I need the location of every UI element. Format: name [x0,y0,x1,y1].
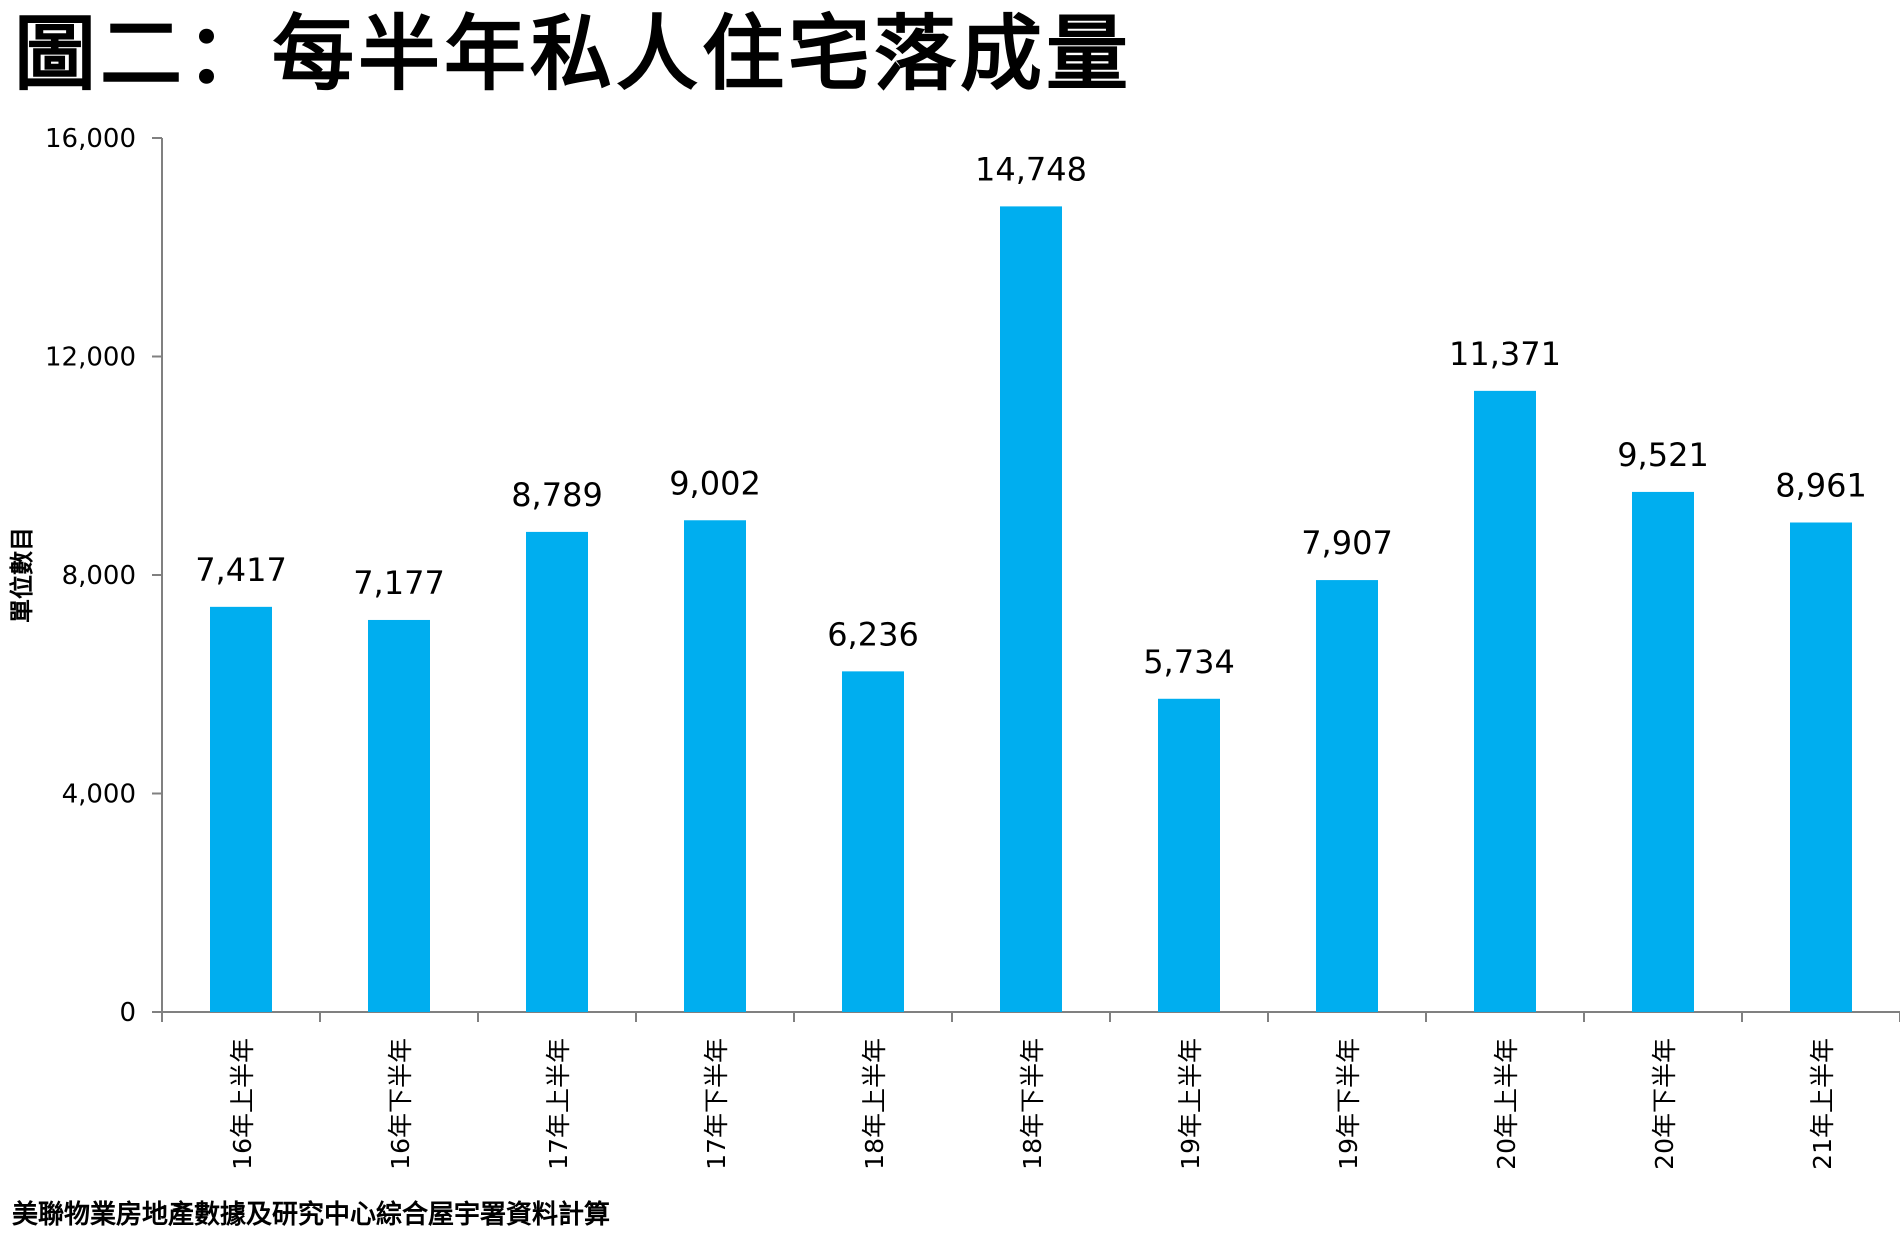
data-label: 8,789 [511,476,603,514]
x-tick-label: 17年上半年 [544,1038,573,1170]
value-labels: 7,417 7,177 8,789 9,002 6,236 14,748 5,734 7,90… [195,150,1867,680]
bar [842,671,904,1012]
data-label: 14,748 [975,150,1087,188]
y-axis-ticks: 16,000 12,000 8,000 4,000 0 [45,124,162,1028]
bar [1474,390,1536,1012]
x-tick-label: 21年上半年 [1808,1038,1837,1170]
chart-title: 圖二：每半年私人住宅落成量 [14,7,1133,102]
data-label: 7,177 [353,564,445,602]
data-label: 9,002 [669,464,761,502]
data-label: 8,961 [1775,467,1867,505]
x-axis-labels: 16年上半年 16年下半年 17年上半年 17年下半年 18年上半年 18年下半年 19年上… [228,1038,1837,1170]
data-label: 9,521 [1617,436,1709,474]
data-label: 7,907 [1301,524,1393,562]
bar [368,619,430,1012]
data-label: 7,417 [195,551,287,589]
bar [210,606,272,1012]
data-label: 6,236 [827,615,919,653]
y-tick-label: 0 [119,998,136,1028]
x-tick-label: 17年下半年 [702,1038,731,1170]
x-tick-label: 16年上半年 [228,1038,257,1170]
x-tick-label: 16年下半年 [386,1038,415,1170]
y-tick-label: 16,000 [45,124,136,154]
bar [1158,698,1220,1012]
y-tick-label: 8,000 [62,561,136,591]
bar [1316,580,1378,1012]
bar [1000,206,1062,1012]
y-tick-label: 4,000 [62,780,136,810]
y-axis-label: 單位數目 [8,527,36,623]
x-tick-label: 19年下半年 [1334,1038,1363,1170]
bars [210,206,1852,1012]
x-tick-label: 19年上半年 [1176,1038,1205,1170]
bar [684,520,746,1012]
data-label: 11,371 [1449,335,1561,373]
x-tick-label: 18年下半年 [1018,1038,1047,1170]
y-tick-label: 12,000 [45,343,136,373]
bar [526,531,588,1012]
source-note: 美聯物業房地產數據及研究中心綜合屋宇署資料計算 [12,1200,611,1230]
bar [1790,522,1852,1012]
x-tick-label: 18年上半年 [860,1038,889,1170]
x-tick-label: 20年上半年 [1492,1038,1521,1170]
bar [1632,491,1694,1012]
x-tick-label: 20年下半年 [1650,1038,1679,1170]
data-label: 5,734 [1143,643,1235,681]
